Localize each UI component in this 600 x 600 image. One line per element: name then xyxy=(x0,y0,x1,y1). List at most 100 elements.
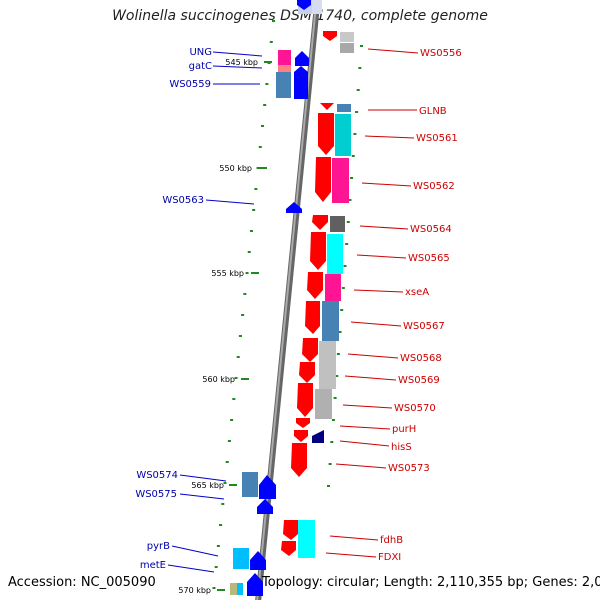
ruler-dot xyxy=(350,177,354,179)
gene-arrow xyxy=(296,418,310,428)
gene-label-fdxi[interactable]: FDXI xyxy=(378,552,401,563)
ruler-dot xyxy=(230,419,234,421)
ruler-dot xyxy=(263,104,267,106)
ruler-dot xyxy=(223,482,227,484)
gene-label-ws0556[interactable]: WS0556 xyxy=(420,48,462,59)
ruler-dot xyxy=(360,45,363,47)
ruler-dot xyxy=(330,441,334,443)
gene-arrow xyxy=(247,573,263,596)
gene-label-ws0559[interactable]: WS0559 xyxy=(169,79,211,90)
ruler-dot xyxy=(340,309,344,311)
gene-label-ws0561[interactable]: WS0561 xyxy=(416,133,458,144)
forward-cog-band xyxy=(298,32,354,558)
gene-arrow xyxy=(320,103,334,110)
tick-label-570: 570 kbp xyxy=(178,586,211,595)
ruler-dot xyxy=(336,353,340,355)
ruler-dot xyxy=(272,20,275,22)
ruler-dot xyxy=(241,314,245,316)
gene-arrow xyxy=(305,301,320,334)
reverse-genes xyxy=(247,0,324,596)
ruler-dot xyxy=(345,243,349,245)
gene-arrow xyxy=(295,51,309,66)
gene-arrow xyxy=(297,383,313,417)
ruler-dot xyxy=(343,265,347,267)
gene-arrow xyxy=(312,430,324,443)
ruler-dot xyxy=(232,398,236,400)
right-gene-labels: WS0556 GLNB WS0561 WS0562 WS0564 WS0565 … xyxy=(378,48,462,563)
gene-label-mete[interactable]: metE xyxy=(140,560,166,571)
gene-label-ws0565[interactable]: WS0565 xyxy=(408,253,450,264)
ruler-dot xyxy=(243,293,247,295)
ruler-dot xyxy=(355,111,359,113)
ruler-dot xyxy=(221,503,225,505)
gene-arrow xyxy=(259,475,276,499)
gene-arrow xyxy=(297,0,311,10)
map-title: Wolinella succinogenes DSM 1740, complet… xyxy=(112,8,488,24)
gene-label-ws0569[interactable]: WS0569 xyxy=(398,375,440,386)
ruler-dot xyxy=(351,155,355,157)
gene-label-xsea[interactable]: xseA xyxy=(405,287,429,298)
ruler-dot xyxy=(227,440,231,442)
ruler-dot xyxy=(331,419,335,421)
ruler-dot xyxy=(328,463,332,465)
gene-label-ws0567[interactable]: WS0567 xyxy=(403,321,445,332)
gene-arrow xyxy=(257,499,273,514)
gene-label-hiss[interactable]: hisS xyxy=(391,442,412,453)
gene-arrow xyxy=(281,541,296,556)
ruler-dot xyxy=(356,89,360,91)
gene-arrow xyxy=(310,232,326,270)
accession-text: Accession: NC_005090 xyxy=(8,575,156,590)
gene-label-gatc[interactable]: gatC xyxy=(189,61,212,72)
gene-label-ws0564[interactable]: WS0564 xyxy=(410,224,452,235)
ruler-dots xyxy=(212,20,363,589)
gene-arrow xyxy=(294,66,308,99)
gene-arrow xyxy=(294,430,308,442)
ruler-dot xyxy=(256,167,260,169)
ruler-dot xyxy=(247,251,251,253)
gene-label-pyrb[interactable]: pyrB xyxy=(147,541,170,552)
gene-label-ws0573[interactable]: WS0573 xyxy=(388,463,430,474)
ruler-dot xyxy=(214,566,218,568)
ruler-dot xyxy=(245,272,249,274)
ruler-dot xyxy=(333,397,337,399)
ruler-dot xyxy=(219,524,223,526)
ruler-dot xyxy=(249,230,253,232)
ruler-dot xyxy=(335,375,339,377)
ruler-dot xyxy=(338,331,342,333)
gene-arrow xyxy=(315,157,331,202)
ruler-dot xyxy=(341,287,345,289)
tick-label-555: 555 kbp xyxy=(211,269,244,278)
scale-ticks: 545 kbp 550 kbp 555 kbp 560 kbp 565 kbp … xyxy=(178,58,272,595)
genome-summary-text: Topology: circular; Length: 2,110,355 bp… xyxy=(262,575,600,590)
gene-label-ung[interactable]: UNG xyxy=(189,47,212,58)
ruler-dot xyxy=(348,199,352,201)
ruler-dot xyxy=(260,125,264,127)
ruler-dot xyxy=(346,221,350,223)
forward-genes xyxy=(281,31,337,556)
gene-label-ws0574[interactable]: WS0574 xyxy=(136,470,178,481)
ruler-dot xyxy=(234,377,238,379)
gene-label-ws0568[interactable]: WS0568 xyxy=(400,353,442,364)
ruler-dot xyxy=(358,67,362,69)
ruler-dot xyxy=(225,461,229,463)
gene-label-glnb[interactable]: GLNB xyxy=(419,106,447,117)
ruler-dot xyxy=(327,485,330,487)
gene-arrow xyxy=(312,215,328,230)
ruler-dot xyxy=(252,209,256,211)
gene-label-fdhb[interactable]: fdhB xyxy=(380,535,403,546)
gene-label-purh[interactable]: purH xyxy=(392,424,416,435)
gene-label-ws0563[interactable]: WS0563 xyxy=(162,195,204,206)
ruler-dot xyxy=(236,356,240,358)
gene-label-ws0570[interactable]: WS0570 xyxy=(394,403,436,414)
ruler-dot xyxy=(269,41,273,43)
ruler-dot xyxy=(353,133,357,135)
tick-label-550: 550 kbp xyxy=(219,164,252,173)
gene-label-ws0562[interactable]: WS0562 xyxy=(413,181,455,192)
ruler-dot xyxy=(238,335,242,337)
tick-label-565: 565 kbp xyxy=(191,481,224,490)
gene-arrow xyxy=(307,272,323,299)
ruler-dot xyxy=(212,587,216,589)
gene-label-ws0575[interactable]: WS0575 xyxy=(135,489,177,500)
gene-arrow xyxy=(323,31,337,41)
